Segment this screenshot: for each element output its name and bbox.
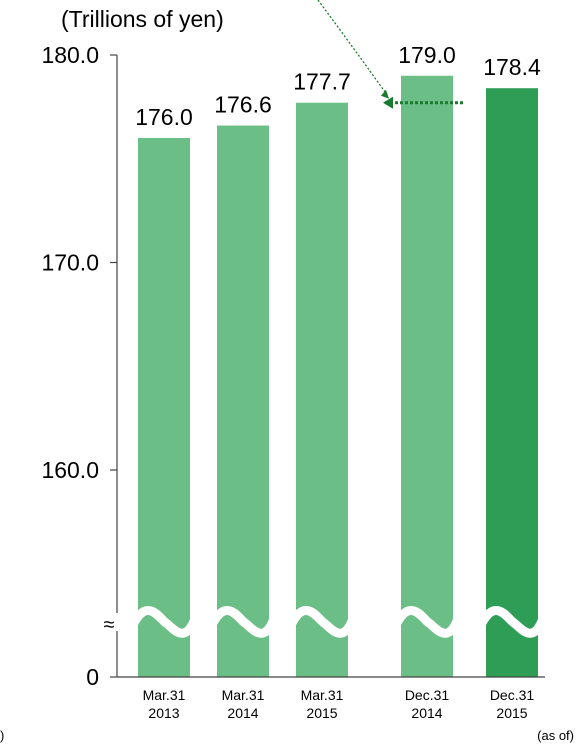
value-label-1: 176.6 <box>214 92 272 118</box>
category-label-4-line2: 2015 <box>496 705 527 721</box>
bar-1 <box>217 125 269 678</box>
y-tick-label-3: 0 <box>86 664 99 690</box>
axis-break-wave-1 <box>208 606 278 638</box>
as-of-label: (as of) <box>537 728 574 743</box>
reference-arrow-head <box>383 96 393 109</box>
value-label-2: 177.7 <box>293 69 351 95</box>
axis-break-wave-4 <box>477 606 547 638</box>
unit-label: (Trillions of yen) <box>61 6 224 32</box>
bar-4 <box>486 88 538 677</box>
y-tick-label-2: 160.0 <box>41 457 99 483</box>
value-label-3: 179.0 <box>398 42 456 68</box>
bar-2 <box>296 102 348 678</box>
axis-break-wave-2 <box>287 606 357 638</box>
axis-break-wave-0 <box>129 606 199 638</box>
cropped-edge-text: ) <box>0 728 5 743</box>
category-label-3-line2: 2014 <box>411 705 442 721</box>
value-label-0: 176.0 <box>135 104 193 130</box>
category-label-3-line1: Dec.31 <box>405 687 450 703</box>
axis-break-wave-3 <box>392 606 462 638</box>
category-label-2-line1: Mar.31 <box>301 687 344 703</box>
category-label-0-line2: 2013 <box>148 705 179 721</box>
y-tick-label-1: 170.0 <box>41 250 99 276</box>
bar-0 <box>138 138 190 677</box>
category-label-1-line1: Mar.31 <box>222 687 265 703</box>
category-label-0-line1: Mar.31 <box>143 687 186 703</box>
y-axis-break-symbol: ≈ <box>104 614 115 636</box>
value-label-4: 178.4 <box>483 54 541 80</box>
category-label-4-line1: Dec.31 <box>490 687 535 703</box>
bar-3 <box>401 75 453 677</box>
category-label-1-line2: 2014 <box>227 705 258 721</box>
annotation-pointer-line <box>317 0 388 96</box>
y-tick-label-0: 180.0 <box>41 42 99 68</box>
annotation-pointer-head <box>381 89 389 99</box>
category-label-2-line2: 2015 <box>306 705 337 721</box>
